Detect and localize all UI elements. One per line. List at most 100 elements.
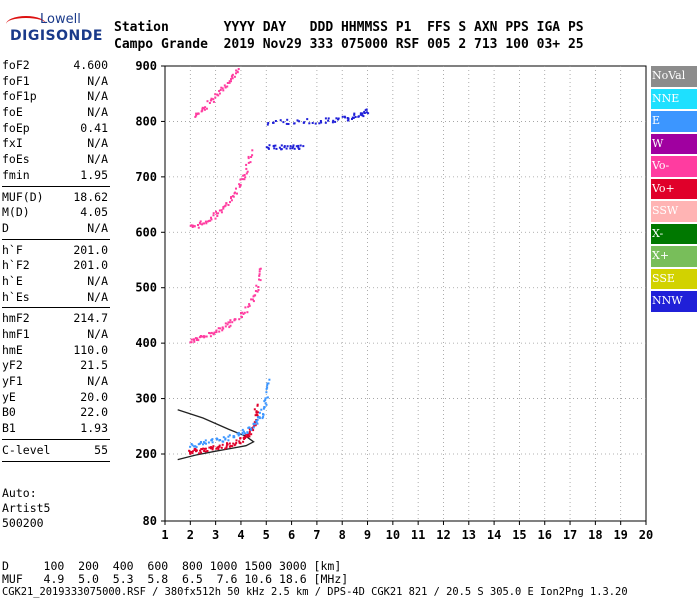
trace-point [197,339,200,342]
trace-point [189,452,192,455]
trace-point [235,69,238,72]
trace-point [240,312,242,314]
y-tick-label: 900 [135,59,157,73]
trace-point [279,119,282,122]
param-value: 214.7 [73,311,108,326]
legend-item: SSE [651,268,697,289]
trace-point [246,170,249,173]
trace-point [241,431,244,434]
trace-point [273,147,276,150]
param-row: h`F 201.0 [2,243,110,259]
trace-point [232,442,235,445]
trace-point [365,108,368,111]
param-value: N/A [87,89,108,104]
param-key: hmE [2,342,23,357]
y-tick-label: 600 [135,225,157,239]
trace-point [194,115,197,118]
trace-point [209,99,212,102]
trace-point [192,338,195,341]
trace-point [282,121,285,124]
param-row: fmin 1.95 [2,168,110,184]
trace-point [353,112,356,115]
legend-item: E [651,111,697,132]
trace-point [252,295,255,298]
param-value: N/A [87,374,108,389]
trace-point [245,163,248,166]
x-tick-label: 1 [161,528,168,542]
trace-point [211,438,214,441]
trace-point [216,93,219,96]
trace-point [241,178,244,181]
param-value: 201.0 [73,258,108,273]
trace-point [212,98,215,101]
trace-point [235,187,237,190]
trace-point [210,331,213,334]
trace-point [218,92,221,95]
trace-point [188,449,191,452]
trace-point [246,431,249,434]
trace-point [237,68,240,70]
trace-point [219,327,222,330]
x-tick-label: 17 [563,528,577,542]
trace-point [258,274,261,277]
trace-point [278,146,281,149]
auto-method: Artist5 [2,501,51,515]
trace-point [291,147,294,150]
param-value: N/A [87,73,108,88]
parameter-panel: foF2 4.600 foF1 N/A foF1p N/A foE N/A foEp 0.41 fx… [2,58,110,465]
logo-line2: DIGISONDE [10,28,103,44]
trace-point [227,204,230,206]
trace-point [218,90,221,92]
trace-point [214,93,217,96]
trace-point [297,146,300,149]
trace-point [202,443,204,446]
trace-point [254,294,257,297]
param-row: yE 20.0 [2,390,110,406]
trace-point [236,432,239,435]
trace-point [245,172,248,175]
trace-point [256,422,259,425]
trace-point [230,196,233,198]
trace-point [247,155,250,158]
trace-point [267,382,270,385]
trace-point [193,225,196,228]
param-row: MUF(D) 18.62 [2,190,110,206]
trace-point [297,144,300,147]
trace-point [193,445,196,448]
y-tick-label: 700 [135,170,157,184]
trace-point [209,332,212,335]
param-row: h`Es N/A [2,290,110,306]
trace-point [242,174,245,177]
trace-point [308,122,311,125]
trace-point [228,80,231,83]
trace-point [227,321,230,324]
trace-point [324,121,327,124]
trace-point [226,85,229,88]
x-tick-label: 20 [639,528,653,542]
param-row: h`F2 201.0 [2,258,110,274]
trace-point [243,436,246,439]
trace-point [253,423,256,426]
x-tick-label: 15 [512,528,526,542]
trace-point [236,192,238,195]
trace-point [224,204,227,207]
trace-point [357,115,360,118]
trace-point [255,410,258,413]
trace-point [210,218,213,221]
trace-point [203,108,206,111]
digisonde-logo: Lowell DIGISONDE [4,8,104,48]
trace-point [231,321,234,324]
trace-point [231,77,234,80]
trace-point [201,106,204,109]
trace-point [228,445,231,448]
trace-point [230,197,232,200]
trace-point [220,211,223,214]
trace-point [250,298,253,301]
trace-point [273,144,275,147]
trace-point [287,123,290,125]
trace-point [244,176,247,179]
trace-point [250,427,253,430]
legend: NoVal NNE E W Vo- Vo+ SSW X- X+ SSE NNW [651,66,697,314]
header-labels: Station YYYY DAY DDD HHMMSS P1 FFS S AXN… [114,20,584,35]
trace-point [228,326,231,329]
